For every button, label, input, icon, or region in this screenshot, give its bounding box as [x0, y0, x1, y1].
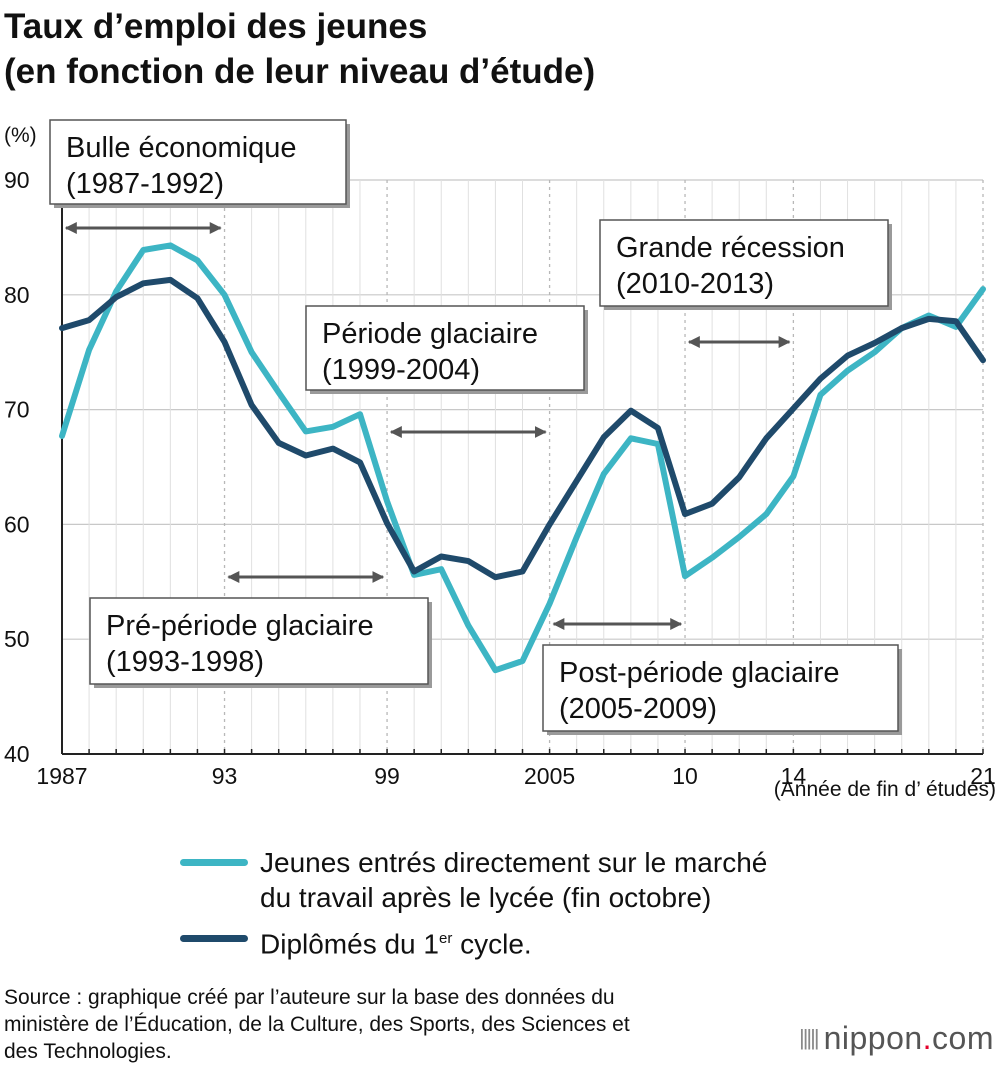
period-box-0	[49, 119, 347, 205]
y-tick-label-50: 50	[4, 626, 30, 652]
period-label-3: Post-période glaciaire	[559, 657, 839, 689]
period-box-1	[89, 597, 429, 685]
chart-title: Taux d’emploi des jeunes (en fonction de…	[4, 4, 595, 94]
source-line-2: ministère de l’Éducation, de la Culture,…	[4, 1013, 630, 1036]
period-years-2: (1999-2004)	[322, 354, 480, 386]
source-line-1: Source : graphique créé par l’auteure su…	[4, 986, 615, 1009]
x-tick-label-1987: 1987	[36, 763, 87, 789]
logo-name: nippon	[823, 1020, 923, 1056]
period-years-1: (1993-1998)	[106, 646, 264, 678]
y-tick-label-70: 70	[4, 397, 30, 423]
logo-suffix: com	[932, 1020, 994, 1056]
period-label-0: Bulle économique	[66, 132, 297, 164]
y-axis-unit-label: (%)	[4, 124, 37, 147]
annotations: Bulle économique (1987-1992) Pré-période g…	[49, 119, 902, 735]
x-tick-label-14: 14	[781, 763, 807, 789]
legend-label-direct-entry-line-1: Jeunes entrés directement sur le marché	[260, 847, 768, 878]
legend-swatch-direct-entry	[180, 859, 248, 866]
x-tick-label-10: 10	[672, 763, 698, 789]
logo-dot: .	[922, 1020, 933, 1056]
nippon-logo: ||||| nippon.com	[799, 1020, 994, 1057]
period-label-1: Pré-période glaciaire	[106, 610, 374, 642]
x-axis-label: (Année de fin d’ études)	[774, 778, 996, 801]
period-years-4: (2010-2013)	[616, 268, 774, 300]
x-tick-label-21: 21	[970, 763, 996, 789]
legend-label-graduates: Diplômés du 1er cycle.	[260, 921, 880, 961]
y-tick-label-80: 80	[4, 282, 30, 308]
legend-item-graduates: Diplômés du 1er cycle.	[180, 921, 880, 961]
period-box-2	[305, 305, 585, 391]
source-line-3: des Technologies.	[4, 1040, 172, 1063]
x-tick-label-99: 99	[374, 763, 400, 789]
series-line-graduates	[59, 276, 986, 581]
y-tick-label-90: 90	[4, 167, 30, 193]
legend-label-graduates-main: Diplômés du 1	[260, 928, 439, 960]
period-box-3	[542, 644, 899, 732]
legend-label-graduates-end: cycle.	[452, 928, 532, 960]
logo-bars-icon: |||||	[798, 1025, 820, 1050]
axes: 40 50 60 70 80 90 (%) 1987 93 99 2005 10 14 21(Année …	[4, 124, 996, 801]
period-label-4: Grande récession	[616, 232, 845, 264]
legend-swatch-graduates	[180, 935, 248, 942]
legend-label-direct-entry-line-2: du travail après le lycée (fin octobre)	[260, 882, 712, 913]
series-line-direct-entry	[59, 242, 986, 674]
period-years-3: (2005-2009)	[559, 693, 717, 725]
legend-item-direct-entry: Jeunes entrés directement sur le marché …	[180, 845, 880, 915]
period-years-0: (1987-1992)	[66, 168, 224, 200]
series	[59, 242, 986, 674]
legend-label-graduates-sup: er	[438, 930, 453, 947]
y-tick-label-60: 60	[4, 511, 30, 537]
period-label-2: Période glaciaire	[322, 318, 538, 350]
line-chart: 40 50 60 70 80 90 (%) 1987 93 99 2005 10 14 21(Année …	[4, 119, 996, 801]
source-note: Source : graphique créé par l’auteure su…	[4, 984, 764, 1065]
x-tick-label-93: 93	[212, 763, 238, 789]
legend: Jeunes entrés directement sur le marché …	[180, 845, 880, 967]
y-tick-label-40: 40	[4, 741, 30, 767]
period-box-4	[599, 219, 889, 307]
x-tick-label-2005: 2005	[524, 763, 575, 789]
chart-title-line-1: Taux d’emploi des jeunes	[4, 7, 428, 46]
chart-title-line-2: (en fonction de leur niveau d’étude)	[4, 52, 596, 91]
